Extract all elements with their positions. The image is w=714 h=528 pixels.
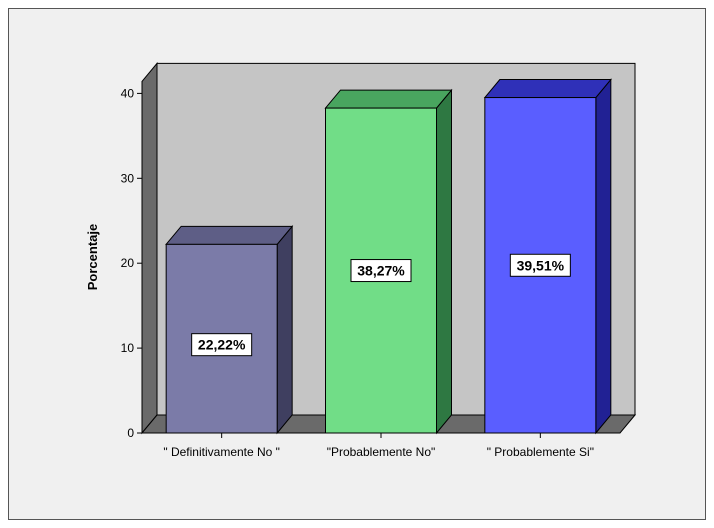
- bar-side: [436, 88, 452, 435]
- y-tick-label: 20: [121, 256, 135, 270]
- data-label-box: [191, 333, 253, 357]
- bar-top: [483, 79, 612, 99]
- x-axis: " Definitivamente No " "Probablemente No"…: [163, 433, 594, 459]
- y-tick-label: 0: [127, 426, 134, 440]
- x-tick-label: " Definitivamente No ": [163, 445, 280, 459]
- y-tick-label: 10: [121, 341, 135, 355]
- data-label: 22,22%: [198, 337, 246, 353]
- data-labels: 22,22% 38,27% 39,51%: [191, 253, 571, 357]
- data-label: 38,27%: [357, 263, 405, 279]
- data-label: 39,51%: [517, 257, 565, 273]
- data-label-box: [509, 253, 571, 277]
- left-wall: [141, 62, 158, 435]
- bar-top: [324, 89, 453, 109]
- y-axis-label: Porcentaje: [85, 224, 100, 290]
- x-tick-label: "Probablemente No": [327, 445, 436, 459]
- bar-top: [165, 225, 294, 245]
- bars: [165, 78, 612, 435]
- bar-side: [595, 78, 612, 435]
- data-label-box: [350, 259, 412, 283]
- y-axis: 0 10 20 30 40: [121, 81, 143, 440]
- y-tick-label: 40: [121, 86, 135, 100]
- x-tick-label: " Probablemente Si": [487, 445, 594, 459]
- bar-side: [276, 224, 293, 435]
- y-tick-label: 30: [121, 171, 135, 185]
